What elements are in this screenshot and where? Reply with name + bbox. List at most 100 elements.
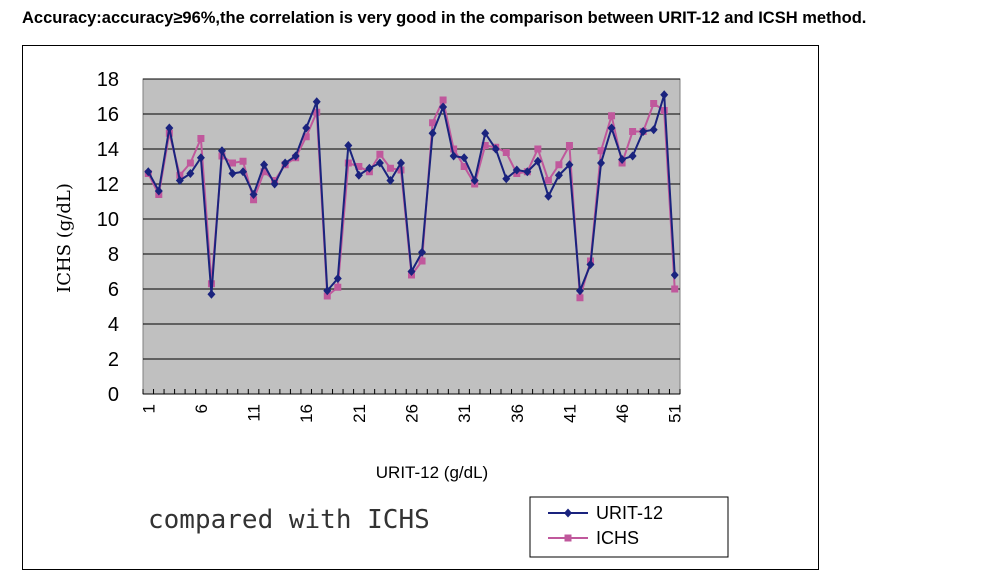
data-point-urit-12	[396, 158, 405, 168]
y-tick-label: 14	[97, 139, 119, 161]
data-point-urit-12	[481, 128, 490, 138]
data-point-urit-12	[575, 286, 584, 296]
data-point-urit-12	[639, 127, 648, 136]
data-point-ichs	[608, 112, 616, 120]
data-point-ichs	[344, 159, 352, 167]
x-tick-label: 1	[139, 404, 158, 413]
data-point-ichs	[629, 128, 637, 135]
y-tick-label: 8	[108, 244, 119, 266]
data-point-urit-12	[354, 170, 363, 180]
legend-label: URIT-12	[596, 503, 663, 523]
data-point-urit-12	[670, 270, 679, 280]
data-point-ichs	[386, 164, 394, 172]
data-point-urit-12	[239, 167, 248, 177]
data-point-ichs	[302, 133, 310, 141]
data-point-urit-12	[449, 151, 458, 161]
page-heading: Accuracy:accuracy≥96%,the correlation is…	[22, 9, 867, 27]
x-tick-labels: 1 6 11 16 21 26 31 36 41 46 51	[139, 404, 684, 423]
legend: URIT-12 ICHS	[529, 496, 729, 558]
data-point-ichs	[576, 294, 584, 302]
data-point-urit-12	[618, 155, 627, 164]
data-point-urit-12	[649, 125, 658, 135]
y-tick-label: 18	[97, 69, 119, 91]
x-tick-label: 16	[297, 404, 316, 423]
data-point-urit-12	[323, 286, 332, 296]
data-point-ichs	[376, 150, 384, 158]
data-point-urit-12	[386, 176, 395, 185]
data-point-urit-12	[470, 176, 479, 185]
plot-area	[142, 78, 681, 395]
x-axis-ticks	[142, 389, 681, 394]
data-point-ichs	[555, 161, 563, 169]
legend-label: ICHS	[596, 528, 639, 548]
data-point-ichs	[239, 157, 247, 165]
y-tick-label: 0	[108, 384, 119, 406]
data-point-ichs	[565, 142, 573, 149]
data-point-urit-12	[460, 153, 469, 163]
data-point-ichs	[671, 285, 679, 293]
data-point-urit-12	[565, 160, 574, 170]
y-tick-label: 4	[108, 314, 119, 336]
data-point-urit-12	[154, 186, 163, 196]
x-tick-label: 31	[455, 404, 474, 423]
y-axis-title: ICHS (g/dL)	[54, 183, 75, 293]
data-point-urit-12	[660, 90, 669, 100]
x-tick-label: 21	[350, 404, 369, 423]
data-point-urit-12	[175, 176, 184, 185]
data-point-urit-12	[217, 146, 226, 156]
chart-note: compared with ICHS	[148, 505, 430, 535]
y-tick-label: 2	[108, 349, 119, 371]
data-point-ichs	[197, 135, 205, 142]
data-point-urit-12	[544, 191, 553, 201]
data-point-ichs	[597, 147, 605, 155]
data-point-urit-12	[428, 128, 437, 138]
x-axis-title: URIT-12 (g/dL)	[376, 463, 488, 482]
x-tick-label: 51	[666, 404, 685, 423]
data-point-urit-12	[597, 158, 606, 168]
legend-marker-diamond	[564, 508, 572, 518]
data-point-urit-12	[260, 160, 269, 170]
data-point-urit-12	[491, 144, 500, 154]
data-point-ichs	[429, 119, 437, 127]
data-point-ichs	[481, 142, 489, 149]
data-point-urit-12	[333, 274, 342, 283]
data-point-ichs	[650, 100, 658, 107]
data-point-urit-12	[607, 123, 616, 133]
data-point-ichs	[534, 145, 542, 153]
y-tick-labels: 0 2 4 6 8 10 12 14 16 18	[97, 69, 119, 406]
x-tick-label: 41	[560, 404, 579, 423]
data-point-ichs	[544, 177, 552, 184]
data-point-ichs	[229, 159, 236, 167]
data-point-ichs	[418, 257, 426, 265]
data-point-urit-12	[302, 123, 311, 133]
data-point-urit-12	[144, 167, 153, 177]
data-point-urit-12	[375, 158, 384, 168]
data-point-urit-12	[291, 151, 300, 161]
data-point-urit-12	[186, 169, 195, 178]
x-tick-label: 46	[613, 404, 632, 423]
legend-box	[529, 496, 729, 558]
data-point-urit-12	[365, 163, 374, 173]
data-point-urit-12	[207, 289, 216, 299]
y-tick-label: 12	[97, 174, 119, 196]
data-point-urit-12	[281, 158, 290, 168]
y-tick-label: 6	[108, 279, 119, 301]
x-tick-label: 36	[508, 404, 527, 423]
legend-marker-square	[564, 534, 572, 542]
data-point-ichs	[450, 145, 458, 153]
data-point-urit-12	[249, 190, 258, 199]
data-point-urit-12	[196, 153, 205, 163]
data-point-urit-12	[344, 141, 353, 150]
data-point-urit-12	[418, 247, 427, 257]
data-point-ichs	[260, 168, 268, 176]
data-point-ichs	[502, 149, 510, 156]
y-tick-label: 10	[97, 209, 119, 231]
data-point-ichs	[439, 96, 447, 104]
data-point-urit-12	[502, 174, 511, 184]
x-tick-label: 11	[245, 404, 264, 422]
data-point-ichs	[323, 292, 331, 300]
data-point-urit-12	[628, 151, 637, 161]
data-point-ichs	[355, 163, 363, 170]
data-point-urit-12	[523, 167, 532, 177]
